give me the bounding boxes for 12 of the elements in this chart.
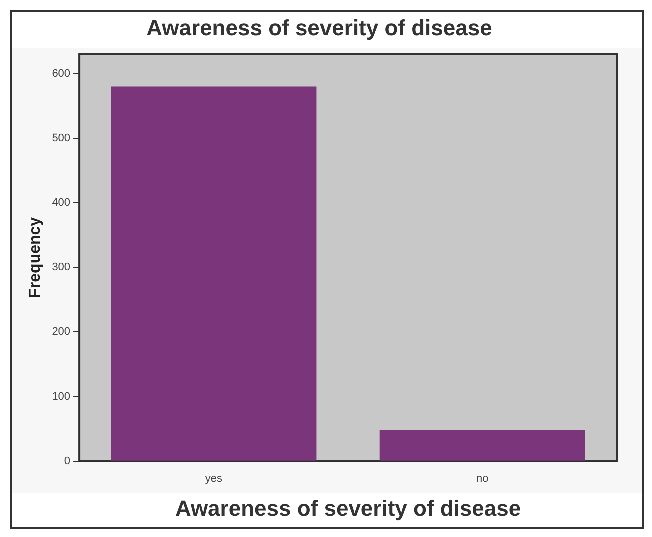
y-tick-label: 200 [52,326,71,338]
y-tick-label: 600 [52,68,71,80]
x-axis-title: Awareness of severity of disease [175,496,522,521]
y-axis-title: Frequency [27,217,44,298]
chart-title: Awareness of severity of disease [146,15,492,40]
x-tick-label: yes [205,473,223,486]
y-tick-label: 0 [64,455,71,468]
y-tick-label: 300 [52,262,71,274]
x-tick-label: no [476,473,489,486]
y-tick-label: 400 [52,197,71,210]
y-tick-label: 500 [52,132,71,144]
y-tick-label: 100 [52,390,71,403]
